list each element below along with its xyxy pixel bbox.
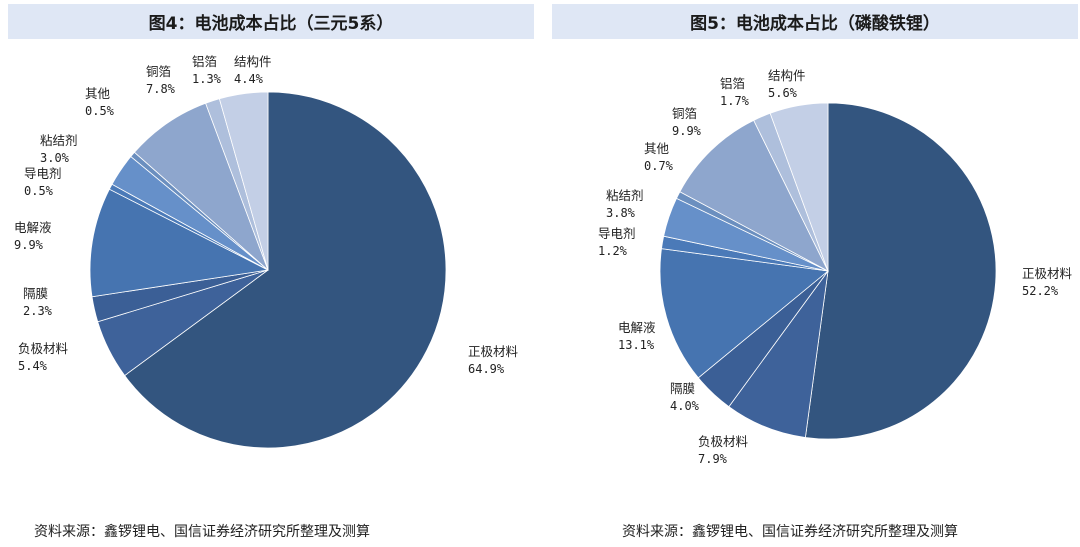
- pie-chart-lfp: 正极材料 52.2% 负极材料 7.9% 隔膜 4.0% 电解液 13.1% 导电剂 1.2% 粘结…: [598, 68, 1073, 466]
- slice-label: 负极材料: [698, 434, 749, 449]
- slice-label: 铜箔: [672, 106, 697, 121]
- chart-panel-ternary: 图4：电池成本占比（三元5系） 正极材料 64.9% 负极材料 5.4% 隔膜 2.3% 电…: [8, 0, 534, 547]
- slice-value-label: 52.2%: [1022, 284, 1059, 298]
- slice-value-label: 0.5%: [85, 104, 115, 118]
- pie-slice: [218, 91, 269, 271]
- slice-label: 铜箔: [146, 64, 171, 79]
- pie-slice: [679, 119, 829, 272]
- chart-panel-lfp: 图5：电池成本占比（磷酸铁锂） 正极材料 52.2% 负极材料 7.9% 隔膜 4.0% 电…: [552, 0, 1078, 547]
- slice-value-label: 5.4%: [18, 359, 48, 373]
- slice-value-label: 5.6%: [768, 86, 798, 100]
- slice-label: 铝箔: [720, 76, 745, 91]
- slice-value-label: 3.8%: [606, 206, 636, 220]
- slice-value-label: 7.9%: [698, 452, 728, 466]
- slice-label: 隔膜: [670, 381, 695, 396]
- chart-title: 图4：电池成本占比（三元5系）: [8, 4, 534, 39]
- slice-value-label: 13.1%: [618, 338, 655, 352]
- pie-slice: [804, 102, 997, 440]
- pie-slice: [89, 188, 270, 298]
- slice-value-label: 3.0%: [40, 151, 70, 165]
- pie-slice: [769, 102, 829, 272]
- slice-value-label: 0.5%: [24, 184, 54, 198]
- slice-label: 结构件: [768, 68, 806, 83]
- source-note: 资料来源：鑫锣锂电、国信证券经济研究所整理及测算: [622, 524, 958, 540]
- chart-title: 图5：电池成本占比（磷酸铁锂）: [552, 4, 1078, 39]
- pie-slice: [659, 248, 829, 379]
- pie-slice: [124, 91, 447, 449]
- slice-label: 其他: [85, 86, 111, 101]
- slice-label: 负极材料: [18, 341, 69, 356]
- slice-label: 隔膜: [23, 286, 48, 301]
- slice-value-label: 0.7%: [644, 159, 674, 173]
- slice-label: 导电剂: [24, 166, 62, 181]
- slice-label: 其他: [644, 141, 670, 156]
- slice-label: 铝箔: [192, 54, 217, 69]
- slice-value-label: 1.3%: [192, 72, 222, 86]
- slice-value-label: 9.9%: [14, 238, 44, 252]
- slice-label: 粘结剂: [606, 188, 644, 203]
- slice-label: 导电剂: [598, 226, 636, 241]
- source-note: 资料来源：鑫锣锂电、国信证券经济研究所整理及测算: [34, 524, 370, 540]
- slice-label: 正极材料: [468, 344, 519, 359]
- slice-value-label: 1.7%: [720, 94, 750, 108]
- slice-value-label: 2.3%: [23, 304, 53, 318]
- slice-value-label: 4.0%: [670, 399, 700, 413]
- slice-value-label: 7.8%: [146, 82, 176, 96]
- slice-value-label: 9.9%: [672, 124, 702, 138]
- slice-label: 粘结剂: [40, 133, 78, 148]
- slice-label: 电解液: [14, 220, 52, 235]
- slice-label: 结构件: [234, 54, 272, 69]
- pie-chart-ternary: 正极材料 64.9% 负极材料 5.4% 隔膜 2.3% 电解液 9.9% 导电剂 0.5% 粘结剂…: [14, 54, 519, 449]
- slice-value-label: 1.2%: [598, 244, 628, 258]
- slice-label: 正极材料: [1022, 266, 1073, 281]
- slice-value-label: 64.9%: [468, 362, 505, 376]
- slice-value-label: 4.4%: [234, 72, 264, 86]
- slice-label: 电解液: [618, 320, 656, 335]
